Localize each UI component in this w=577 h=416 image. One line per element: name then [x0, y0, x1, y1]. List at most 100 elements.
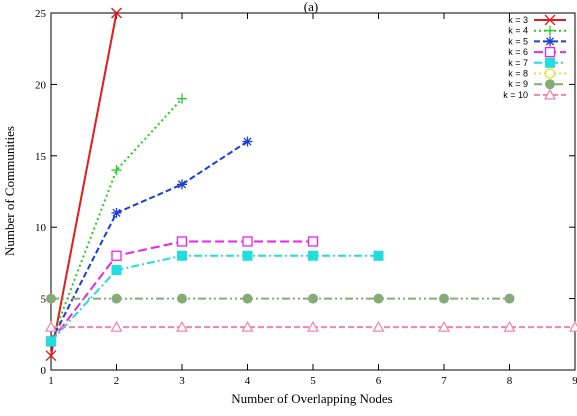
data-point [177, 293, 187, 304]
x-tick-label: 2 [114, 375, 120, 387]
series-1 [45, 7, 122, 362]
data-point [242, 293, 253, 304]
data-point-shape [308, 293, 318, 304]
legend-label: k = 6 [508, 47, 528, 57]
data-point-shape [439, 293, 449, 304]
data-point-shape [111, 265, 122, 276]
x-axis-title: Number of Overlapping Nodes [231, 391, 392, 406]
legend-marker [545, 36, 555, 47]
data-point-shape [242, 236, 253, 247]
data-point-stroke [177, 180, 187, 189]
data-point [111, 293, 122, 304]
legend-marker [543, 88, 557, 100]
legend-item: k = 3 [508, 14, 566, 26]
y-tick-label: 0 [41, 365, 47, 377]
x-tick-label: 4 [245, 375, 251, 387]
legend-label: k = 3 [508, 15, 528, 25]
legend-label: k = 5 [508, 36, 528, 46]
data-point-shape [110, 320, 123, 332]
legend-item: k = 5 [508, 36, 566, 47]
data-point [437, 320, 451, 332]
data-point-shape [44, 320, 58, 332]
data-point [111, 265, 122, 276]
data-point [177, 250, 187, 261]
series-7 [46, 293, 515, 304]
data-point [242, 236, 253, 247]
data-point-stroke [45, 350, 57, 362]
data-point-shape [46, 336, 56, 347]
legend-marker-shape [545, 79, 555, 90]
data-point-shape [373, 293, 384, 304]
data-point [111, 7, 122, 19]
data-point-shape [568, 320, 577, 332]
data-point-shape [308, 250, 318, 261]
series-line [50, 12, 118, 356]
data-point-shape [504, 293, 515, 304]
data-point [45, 350, 57, 362]
data-point-shape [503, 320, 516, 332]
data-point [373, 293, 384, 304]
data-point [111, 250, 122, 261]
data-point [308, 293, 318, 304]
data-point [439, 293, 449, 304]
y-tick-label: 5 [41, 294, 47, 306]
data-point [111, 207, 122, 218]
data-point-stroke [243, 137, 252, 146]
data-point [177, 93, 187, 104]
data-point [46, 336, 56, 347]
data-point [44, 320, 58, 332]
series-8 [44, 320, 577, 332]
legend-item: k = 8 [508, 68, 566, 79]
data-point [242, 250, 253, 261]
data-point-shape [437, 320, 451, 332]
legend-marker [544, 14, 556, 26]
data-point [372, 320, 385, 332]
data-point-shape [177, 293, 187, 304]
axis-ticks: 1 2 3 4 5 6 7 8 9 0 5 10 15 20 25 [35, 8, 577, 387]
data-point [503, 320, 516, 332]
data-point [568, 320, 577, 332]
legend-marker [544, 68, 556, 79]
legend-item: k = 10 [503, 88, 566, 100]
data-point-stroke [112, 208, 121, 217]
data-point [242, 136, 253, 147]
x-tick-label: 6 [376, 375, 382, 387]
data-point [306, 320, 320, 332]
y-tick-label: 15 [35, 151, 47, 163]
legend-marker [545, 57, 555, 68]
x-tick-label: 9 [572, 375, 577, 387]
data-point-shape [372, 320, 385, 332]
legend-label: k = 10 [503, 90, 528, 100]
data-point [307, 236, 319, 247]
series-line [50, 140, 249, 342]
legend-marker-stroke [545, 37, 555, 46]
data-point-shape [175, 320, 189, 332]
data-point [241, 320, 254, 332]
data-point-shape [306, 320, 320, 332]
legend-label: k = 7 [508, 58, 528, 68]
y-axis-title: Number of Communities [2, 126, 17, 256]
data-point-shape [111, 250, 122, 261]
data-point [111, 165, 122, 176]
y-tick-label: 20 [35, 79, 47, 91]
data-point-shape [177, 250, 187, 261]
data-point [176, 236, 188, 247]
data-point-shape [176, 236, 188, 247]
legend-label: k = 9 [508, 79, 528, 89]
x-tick-label: 1 [48, 375, 54, 387]
data-point [175, 320, 189, 332]
legend-item: k = 6 [508, 46, 566, 58]
data-point-stroke [111, 7, 122, 19]
data-point-shape [307, 236, 319, 247]
data-point [504, 293, 515, 304]
legend-item: k = 7 [508, 57, 566, 68]
legend: k = 3k = 4k = 5k = 6k = 7k = 8k = 9k = 1… [503, 14, 566, 100]
data-point-shape [111, 293, 122, 304]
legend-marker-shape [543, 88, 557, 100]
series-5 [46, 250, 384, 347]
legend-label: k = 4 [508, 26, 528, 36]
data-point-shape [46, 293, 56, 304]
x-tick-label: 3 [179, 375, 185, 387]
legend-marker-stroke [544, 14, 556, 26]
